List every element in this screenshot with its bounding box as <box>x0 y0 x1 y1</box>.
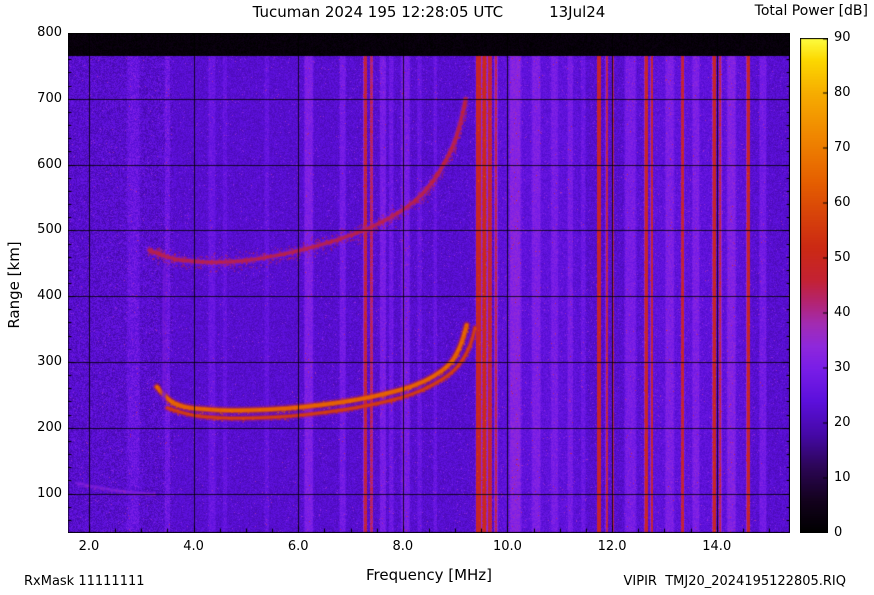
y-tick-label: 100 <box>37 485 62 501</box>
y-tick-label: 500 <box>37 222 62 238</box>
colorbar-tick-label: 0 <box>834 525 843 540</box>
colorbar-title: Total Power [dB] <box>754 3 868 19</box>
colorbar-tick-label: 40 <box>834 305 851 320</box>
chart-title: Tucuman 2024 195 12:28:05 UTC <box>252 3 504 21</box>
chart-date: 13Jul24 <box>549 3 606 21</box>
y-tick-label: 300 <box>37 353 62 369</box>
y-tick-label: 400 <box>37 288 62 304</box>
y-tick-label: 600 <box>37 156 62 172</box>
x-tick-label: 8.0 <box>392 539 414 554</box>
rxmask-text: RxMask 11111111 <box>24 574 145 589</box>
colorbar-tick-label: 80 <box>834 85 851 100</box>
colorbar-tick-label: 30 <box>834 360 851 375</box>
chart-title-row: Tucuman 2024 195 12:28:05 UTC 13Jul24 <box>68 3 790 21</box>
y-tick-label: 800 <box>37 25 62 40</box>
file-info-text: VIPIR TMJ20_2024195122805.RIQ <box>623 574 847 589</box>
colorbar-tick-label: 60 <box>834 195 851 210</box>
y-axis-label: Range [km] <box>5 241 23 329</box>
colorbar-canvas <box>800 38 828 533</box>
colorbar-tick-label: 70 <box>834 140 851 155</box>
colorbar-tick-label: 50 <box>834 250 851 265</box>
colorbar-tick-label: 10 <box>834 470 851 485</box>
x-tick-label: 2.0 <box>78 539 100 554</box>
ionogram-heatmap-canvas <box>68 33 790 533</box>
x-tick-label: 4.0 <box>183 539 204 554</box>
colorbar-tick-label: 20 <box>834 415 851 430</box>
x-tick-label: 6.0 <box>287 539 309 554</box>
x-tick-label: 14.0 <box>702 539 732 554</box>
x-axis-label: Frequency [MHz] <box>365 566 493 584</box>
colorbar-tick-label: 90 <box>834 30 851 45</box>
x-tick-label: 12.0 <box>597 539 627 554</box>
x-tick-label: 10.0 <box>492 539 522 554</box>
y-tick-label: 700 <box>37 90 62 106</box>
y-tick-label: 200 <box>37 419 62 435</box>
